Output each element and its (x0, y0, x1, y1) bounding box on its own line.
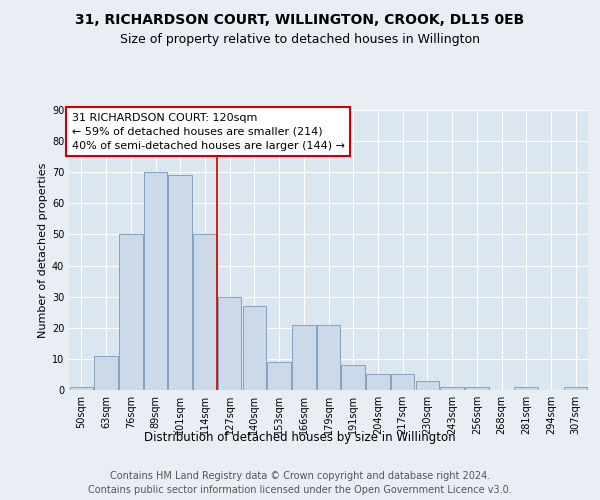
Text: 31 RICHARDSON COURT: 120sqm
← 59% of detached houses are smaller (214)
40% of se: 31 RICHARDSON COURT: 120sqm ← 59% of det… (71, 113, 344, 151)
Bar (465, 387, 488, 390)
Bar (317, 324, 340, 390)
Bar (292, 324, 316, 390)
Bar (144, 172, 167, 390)
Bar (514, 387, 538, 390)
Text: Distribution of detached houses by size in Willington: Distribution of detached houses by size … (144, 431, 456, 444)
Text: Contains HM Land Registry data © Crown copyright and database right 2024.: Contains HM Land Registry data © Crown c… (110, 471, 490, 481)
Text: Contains public sector information licensed under the Open Government Licence v3: Contains public sector information licen… (88, 485, 512, 495)
Bar (169, 176, 192, 390)
Bar (366, 374, 389, 390)
Text: Size of property relative to detached houses in Willington: Size of property relative to detached ho… (120, 32, 480, 46)
Bar (391, 374, 415, 390)
Bar (70, 387, 93, 390)
Bar (416, 380, 439, 390)
Bar (94, 356, 118, 390)
Bar (268, 362, 291, 390)
Bar (193, 234, 217, 390)
Bar (242, 306, 266, 390)
Bar (440, 387, 464, 390)
Text: 31, RICHARDSON COURT, WILLINGTON, CROOK, DL15 0EB: 31, RICHARDSON COURT, WILLINGTON, CROOK,… (76, 12, 524, 26)
Bar (119, 234, 143, 390)
Y-axis label: Number of detached properties: Number of detached properties (38, 162, 47, 338)
Bar (218, 296, 241, 390)
Bar (341, 365, 365, 390)
Bar (564, 387, 587, 390)
